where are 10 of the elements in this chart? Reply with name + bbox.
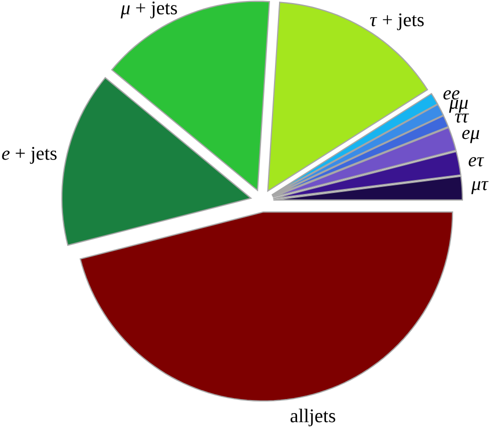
slice-label: ττ [455,114,470,123]
slice-label: μτ [471,181,489,194]
slice-label: e + jets [2,147,57,164]
slice-label: τ + jets [370,13,424,30]
slice-label: alljets [290,408,336,426]
slice-label: eτ [468,157,484,167]
slice-label: μμ [449,100,468,113]
slice-label: ee [443,90,460,100]
slice-label: μ + jets [120,2,177,18]
slice-label: eμ [462,130,480,144]
